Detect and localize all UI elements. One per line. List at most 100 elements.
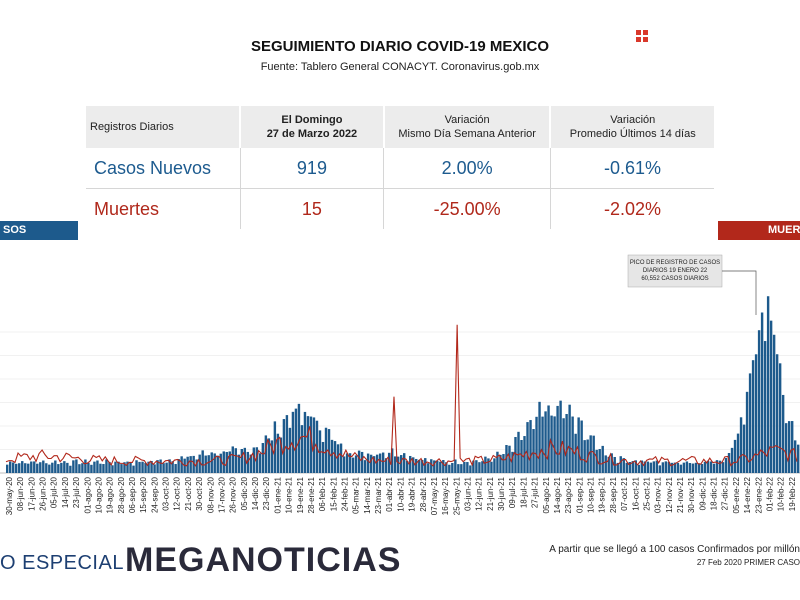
x-tick-label: 16-oct-21 bbox=[631, 476, 640, 510]
case-bar bbox=[21, 461, 24, 473]
x-tick-label: 28-sep-21 bbox=[609, 476, 618, 513]
case-bar bbox=[210, 452, 213, 473]
x-tick-label: 15-feb-21 bbox=[329, 476, 338, 511]
case-bar bbox=[640, 460, 644, 473]
case-bar bbox=[529, 420, 532, 473]
header-var-14d: Variación Promedio Últimos 14 días bbox=[550, 106, 714, 148]
case-bar bbox=[297, 403, 301, 473]
case-bar bbox=[616, 462, 619, 473]
grid-menu-icon[interactable] bbox=[636, 30, 648, 42]
muertes-label: Muertes bbox=[86, 188, 241, 229]
case-bar bbox=[751, 360, 755, 473]
case-bar bbox=[553, 416, 556, 473]
x-tick-label: 16-may-21 bbox=[441, 476, 450, 515]
case-bar bbox=[141, 461, 144, 473]
muertes-value: 15 bbox=[240, 188, 385, 229]
case-bar bbox=[138, 461, 141, 473]
page-subtitle: Fuente: Tablero General CONACYT. Coronav… bbox=[260, 61, 540, 73]
case-bar bbox=[264, 435, 268, 473]
case-bar bbox=[667, 461, 671, 473]
case-bar bbox=[312, 417, 316, 473]
case-bar bbox=[631, 461, 634, 473]
case-bar bbox=[478, 462, 481, 473]
case-bar bbox=[123, 462, 126, 473]
case-bar bbox=[351, 457, 355, 473]
case-bar bbox=[177, 459, 180, 473]
x-tick-label: 05-ene-22 bbox=[732, 476, 741, 513]
case-bar bbox=[81, 463, 84, 473]
x-tick-label: 09-dic-21 bbox=[698, 476, 707, 510]
case-bar bbox=[330, 439, 334, 473]
x-tick-label: 14-dic-20 bbox=[251, 476, 260, 510]
case-bar bbox=[393, 456, 397, 473]
x-tick-label: 17-jun-20 bbox=[27, 476, 36, 510]
x-tick-label: 08-jun-20 bbox=[16, 476, 25, 510]
case-bar bbox=[619, 456, 622, 473]
case-bar bbox=[69, 465, 72, 473]
deaths-band: MUER bbox=[718, 221, 800, 240]
case-bar bbox=[511, 451, 514, 473]
case-bar bbox=[102, 464, 105, 473]
case-bar bbox=[234, 448, 237, 473]
casos-label: Casos Nuevos bbox=[86, 148, 241, 189]
annotation-line2: DIARIOS 19 ENERO 22 bbox=[643, 268, 708, 274]
x-tick-label: 23-ene-22 bbox=[754, 476, 763, 513]
case-bar bbox=[745, 391, 749, 473]
case-bar bbox=[781, 394, 785, 473]
case-bar bbox=[48, 464, 51, 473]
case-bar bbox=[303, 411, 307, 473]
case-bar bbox=[117, 461, 120, 473]
header-date: El Domingo 27 de Marzo 2022 bbox=[240, 106, 385, 148]
x-tick-label: 23-dic-20 bbox=[262, 476, 271, 510]
case-bar bbox=[598, 449, 601, 473]
case-bar bbox=[682, 462, 686, 473]
case-bar bbox=[649, 462, 653, 473]
case-bar bbox=[345, 453, 349, 473]
case-bar bbox=[541, 416, 544, 473]
case-bar bbox=[763, 341, 767, 473]
case-bar bbox=[237, 454, 240, 473]
x-tick-label: 18-jul-21 bbox=[519, 476, 528, 508]
case-bar bbox=[375, 454, 379, 473]
x-tick-label: 05-ago-21 bbox=[542, 476, 551, 513]
case-bar bbox=[490, 461, 493, 473]
footer-especial: O ESPECIAL bbox=[0, 552, 124, 574]
x-tick-label: 14-jul-20 bbox=[61, 476, 70, 508]
case-bar bbox=[436, 460, 439, 473]
case-bar bbox=[697, 463, 701, 473]
footer-note: A partir que se llegó a 100 casos Confir… bbox=[549, 544, 800, 555]
case-bar bbox=[291, 411, 295, 473]
case-bar bbox=[568, 404, 571, 473]
case-bar bbox=[222, 451, 225, 473]
case-bar bbox=[267, 438, 271, 473]
x-tick-label: 12-nov-21 bbox=[665, 476, 674, 513]
annotation-leader bbox=[722, 270, 757, 315]
case-bar bbox=[72, 460, 75, 473]
case-bar bbox=[363, 460, 367, 473]
x-tick-label: 30-may-20 bbox=[5, 476, 14, 515]
x-tick-label: 10-ene-21 bbox=[285, 476, 294, 513]
case-bar bbox=[228, 451, 231, 473]
x-tick-label: 10-feb-22 bbox=[777, 476, 786, 511]
case-bar bbox=[499, 454, 502, 473]
case-bar bbox=[433, 460, 436, 473]
case-bar bbox=[655, 460, 659, 473]
case-bar bbox=[685, 461, 689, 473]
case-bar bbox=[520, 439, 523, 473]
case-bar bbox=[487, 458, 490, 473]
case-bar bbox=[30, 461, 33, 473]
case-bar bbox=[526, 422, 529, 473]
case-bar bbox=[105, 459, 108, 473]
case-bar bbox=[321, 441, 325, 473]
case-bar bbox=[589, 435, 592, 473]
case-bar bbox=[784, 423, 788, 473]
case-bar bbox=[282, 419, 286, 473]
x-tick-label: 28-ago-20 bbox=[117, 476, 126, 513]
muertes-var-week: -25.00% bbox=[383, 188, 551, 229]
footer-first-case: 27 Feb 2020 PRIMER CASO bbox=[696, 558, 800, 567]
case-bar bbox=[577, 417, 580, 473]
case-bar bbox=[514, 437, 517, 473]
case-bar bbox=[571, 416, 574, 473]
case-bar bbox=[144, 462, 147, 473]
case-bar bbox=[502, 454, 505, 473]
